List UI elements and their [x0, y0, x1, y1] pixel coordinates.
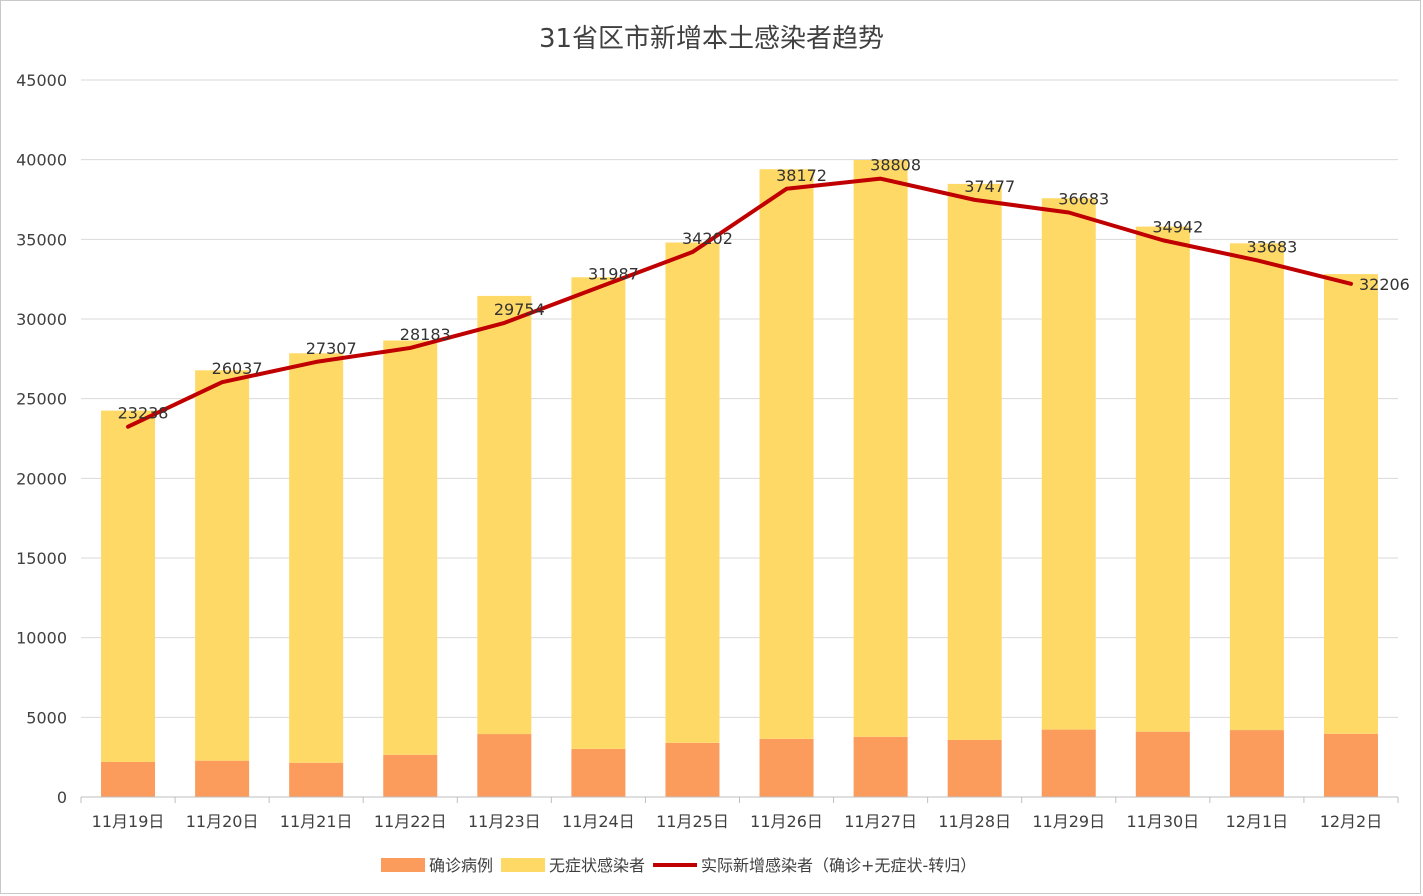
y-axis: 0 5000 10000 15000 20000 25000 30000 35000 40000…	[16, 71, 67, 807]
legend-item: 实际新增感染者（确诊+无症状-转归）	[653, 856, 976, 875]
y-tick-label: 40000	[16, 151, 67, 170]
bar-confirmed	[195, 760, 250, 797]
bar-asymptomatic	[101, 410, 156, 762]
x-tick-label: 11月27日	[844, 812, 917, 831]
y-tick-label: 20000	[16, 469, 67, 488]
bar-confirmed	[853, 736, 908, 797]
x-tick-label: 11月19日	[92, 812, 165, 831]
bar-confirmed	[571, 748, 626, 797]
x-axis: 11月19日 11月20日 11月21日 11月22日 11月23日 11月24日 11月2…	[80, 796, 1399, 831]
data-label: 26037	[212, 359, 263, 378]
data-label: 29754	[494, 300, 545, 319]
bar-confirmed	[1229, 730, 1284, 797]
data-label: 38808	[870, 156, 921, 175]
bar-confirmed	[1041, 729, 1096, 797]
bar-asymptomatic	[853, 159, 908, 737]
bar-asymptomatic	[1229, 243, 1284, 731]
bar-confirmed	[665, 742, 720, 797]
bars	[101, 159, 1378, 797]
bar-asymptomatic	[195, 370, 250, 761]
data-label: 37477	[964, 177, 1015, 196]
legend-item: 确诊病例	[381, 856, 493, 875]
x-tick-label: 11月24日	[562, 812, 635, 831]
x-tick-label: 11月30日	[1126, 812, 1199, 831]
bar-confirmed	[1135, 731, 1190, 797]
y-tick-label: 25000	[16, 390, 67, 409]
y-tick-label: 15000	[16, 549, 67, 568]
data-label: 34942	[1152, 217, 1203, 236]
bar-confirmed	[947, 739, 1002, 797]
x-tick-label: 11月25日	[656, 812, 729, 831]
data-labels: 23238 26037 27307 28183 29754 31987 34202 38172…	[118, 156, 1410, 423]
y-tick-label: 0	[57, 788, 67, 807]
bar-confirmed	[477, 734, 532, 797]
bar-confirmed	[289, 762, 344, 797]
bar-asymptomatic	[1135, 226, 1190, 732]
legend-label: 确诊病例	[429, 856, 493, 875]
bar-asymptomatic	[571, 277, 626, 749]
bar-asymptomatic	[947, 183, 1002, 740]
bar-confirmed	[759, 738, 814, 797]
x-tick-label: 11月28日	[938, 812, 1011, 831]
data-label: 28183	[400, 325, 451, 344]
gridlines	[81, 79, 1398, 718]
x-tick-label: 11月21日	[280, 812, 353, 831]
legend: 确诊病例 无症状感染者 实际新增感染者（确诊+无症状-转归）	[381, 856, 976, 875]
x-tick-label: 11月29日	[1032, 812, 1105, 831]
bar-confirmed	[101, 761, 156, 797]
data-label: 34202	[682, 229, 733, 248]
legend-label: 实际新增感染者（确诊+无症状-转归）	[701, 856, 976, 875]
y-tick-label: 10000	[16, 629, 67, 648]
y-tick-label: 35000	[16, 230, 67, 249]
legend-item: 无症状感染者	[501, 856, 645, 875]
line-series	[126, 176, 1353, 429]
y-tick-label: 30000	[16, 310, 67, 329]
y-tick-label: 5000	[26, 708, 67, 727]
data-label: 32206	[1359, 275, 1410, 294]
bar-asymptomatic	[759, 169, 814, 739]
legend-swatch	[501, 858, 546, 872]
bar-asymptomatic	[1041, 198, 1096, 730]
x-tick-label: 11月20日	[186, 812, 259, 831]
data-label: 31987	[588, 264, 639, 283]
data-label: 27307	[306, 339, 357, 358]
x-tick-label: 12月1日	[1226, 812, 1289, 831]
x-tick-label: 11月23日	[468, 812, 541, 831]
bar-asymptomatic	[477, 295, 532, 735]
x-tick-label: 11月26日	[750, 812, 823, 831]
bar-asymptomatic	[1323, 274, 1378, 734]
data-label: 38172	[776, 166, 827, 185]
legend-label: 无症状感染者	[549, 856, 645, 875]
chart-title: 31省区市新增本土感染者趋势	[538, 24, 885, 54]
data-label: 33683	[1246, 237, 1297, 256]
bar-asymptomatic	[665, 242, 720, 743]
x-tick-label: 12月2日	[1320, 812, 1383, 831]
data-label: 36683	[1058, 190, 1109, 209]
data-label: 23238	[118, 404, 169, 423]
bar-asymptomatic	[289, 353, 344, 763]
line-actual-new-infections	[126, 176, 1353, 429]
legend-swatch	[381, 858, 425, 872]
y-tick-label: 45000	[16, 71, 67, 90]
bar-asymptomatic	[383, 340, 438, 755]
x-tick-label: 11月22日	[374, 812, 447, 831]
bar-confirmed	[383, 754, 438, 797]
bar-confirmed	[1323, 733, 1378, 797]
